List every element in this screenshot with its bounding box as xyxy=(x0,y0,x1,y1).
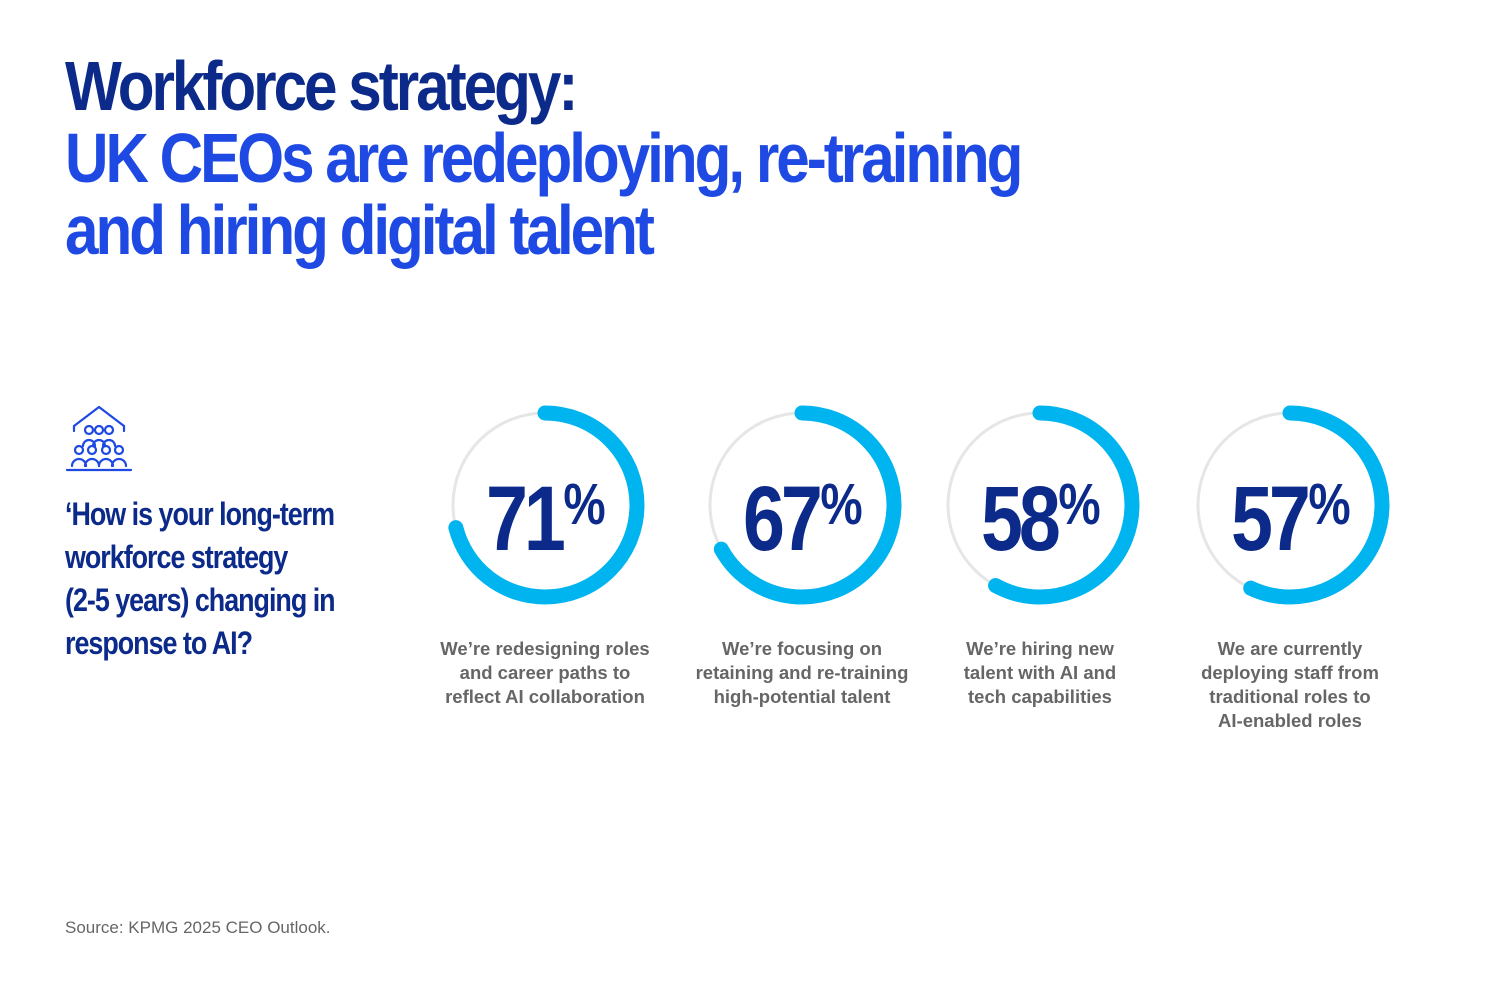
donut-caption-line: tech capabilities xyxy=(968,686,1112,707)
donut-value: 67% xyxy=(712,459,892,565)
donut-caption-line: AI-enabled roles xyxy=(1218,710,1362,731)
donut-arc xyxy=(445,405,645,605)
donut-caption: We’re redesigning roles and career paths … xyxy=(420,637,670,709)
donut-caption-line: We’re focusing on xyxy=(721,638,882,659)
donut-caption-line: high-potential talent xyxy=(713,686,891,707)
donut-value: 57% xyxy=(1200,459,1380,565)
question-line: response to AI? xyxy=(65,625,253,661)
donut-caption: We’re focusing on retaining and re-traini… xyxy=(677,637,927,709)
donut-caption-line: traditional roles to xyxy=(1209,686,1371,707)
title-line-1: Workforce strategy: xyxy=(65,47,578,125)
donut-value-number: 71 xyxy=(485,468,566,570)
donut-value: 71% xyxy=(455,459,635,565)
donut-value-number: 58 xyxy=(980,468,1061,570)
donut-caption-line: reflect AI collaboration xyxy=(445,686,645,707)
page-title: Workforce strategy: UK CEOs are redeploy… xyxy=(65,47,1023,269)
question-line: workforce strategy xyxy=(65,539,288,575)
donut-caption-line: deploying staff from xyxy=(1201,662,1379,683)
donut-value: 58% xyxy=(950,459,1130,565)
donut-value-unit: % xyxy=(1308,472,1350,537)
source-note: Source: KPMG 2025 CEO Outlook. xyxy=(65,918,331,937)
donut-value-unit: % xyxy=(563,472,605,537)
question-line: ‘How is your long-term xyxy=(65,496,335,532)
donut-value-unit: % xyxy=(820,472,862,537)
question-line: (2-5 years) changing in xyxy=(65,582,336,618)
survey-question: ‘How is your long-term workforce strateg… xyxy=(65,493,367,665)
title-line-3: and hiring digital talent xyxy=(65,191,655,269)
donut-caption: We are currently deploying staff from trad… xyxy=(1165,637,1415,733)
donut-caption-line: We’re hiring new xyxy=(966,638,1114,659)
donut-arc xyxy=(702,405,902,605)
donut-arc xyxy=(940,405,1140,605)
donut-arc xyxy=(1190,405,1390,605)
donut-caption: We’re hiring new talent with AI and tech c… xyxy=(915,637,1165,709)
donut-caption-line: We’re redesigning roles xyxy=(440,638,650,659)
donut-caption-line: and career paths to xyxy=(459,662,631,683)
donut-caption-line: retaining and re-training xyxy=(695,662,909,683)
donut-caption-line: talent with AI and xyxy=(963,662,1117,683)
donut-caption-line: We are currently xyxy=(1217,638,1363,659)
donut-value-number: 67 xyxy=(742,468,823,570)
donut-value-number: 57 xyxy=(1230,468,1311,570)
donut-value-unit: % xyxy=(1058,472,1100,537)
people-group-icon xyxy=(65,405,133,472)
title-line-2: UK CEOs are redeploying, re-training xyxy=(65,119,1023,197)
